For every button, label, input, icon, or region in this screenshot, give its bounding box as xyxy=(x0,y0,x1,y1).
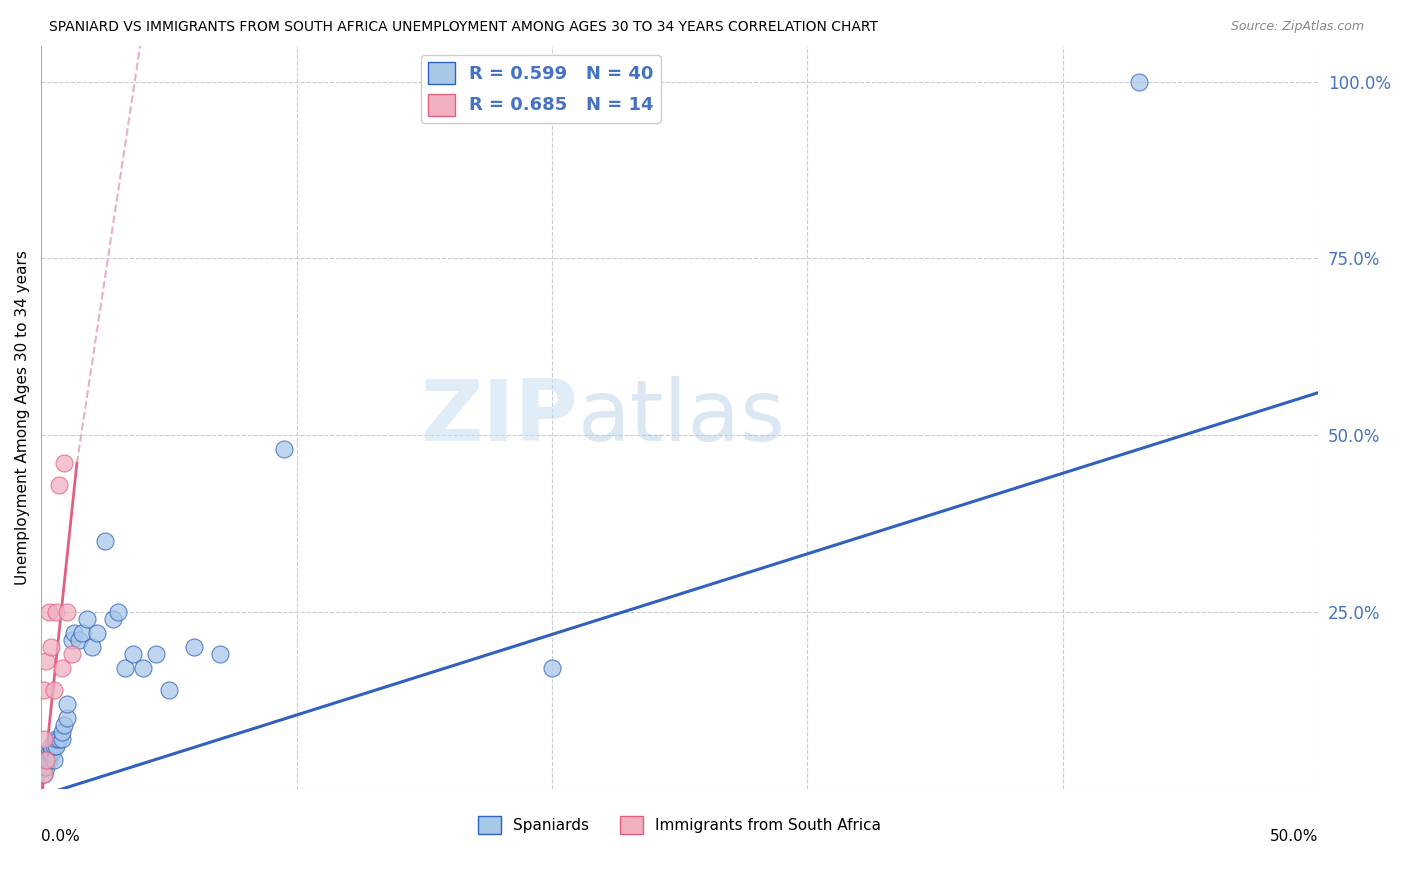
Text: Source: ZipAtlas.com: Source: ZipAtlas.com xyxy=(1230,20,1364,33)
Point xyxy=(70,626,93,640)
Point xyxy=(42,753,65,767)
Text: 0.0%: 0.0% xyxy=(41,830,80,845)
Point xyxy=(45,732,67,747)
Point xyxy=(35,746,58,760)
Point xyxy=(45,739,67,753)
Point xyxy=(35,753,58,767)
Point xyxy=(48,477,70,491)
Point xyxy=(60,633,83,648)
Point xyxy=(32,732,55,747)
Point xyxy=(101,612,124,626)
Text: SPANIARD VS IMMIGRANTS FROM SOUTH AFRICA UNEMPLOYMENT AMONG AGES 30 TO 34 YEARS : SPANIARD VS IMMIGRANTS FROM SOUTH AFRICA… xyxy=(49,20,879,34)
Point xyxy=(35,753,58,767)
Legend: Spaniards, Immigrants from South Africa: Spaniards, Immigrants from South Africa xyxy=(472,809,887,840)
Point xyxy=(32,753,55,767)
Point xyxy=(38,605,60,619)
Point xyxy=(51,732,73,747)
Point xyxy=(32,682,55,697)
Point xyxy=(51,725,73,739)
Point xyxy=(45,605,67,619)
Point xyxy=(32,767,55,781)
Point xyxy=(41,746,63,760)
Point xyxy=(114,661,136,675)
Point xyxy=(1128,74,1150,88)
Point xyxy=(41,739,63,753)
Point xyxy=(41,640,63,655)
Point xyxy=(183,640,205,655)
Point xyxy=(53,456,76,470)
Text: 50.0%: 50.0% xyxy=(1270,830,1319,845)
Point xyxy=(48,732,70,747)
Point xyxy=(132,661,155,675)
Point xyxy=(35,654,58,668)
Text: ZIP: ZIP xyxy=(420,376,578,458)
Point xyxy=(94,534,117,549)
Point xyxy=(42,682,65,697)
Point xyxy=(55,697,77,711)
Point xyxy=(32,767,55,781)
Point xyxy=(51,661,73,675)
Point xyxy=(55,605,77,619)
Point xyxy=(67,633,90,648)
Point xyxy=(208,647,231,661)
Point xyxy=(157,682,180,697)
Point xyxy=(38,746,60,760)
Y-axis label: Unemployment Among Ages 30 to 34 years: Unemployment Among Ages 30 to 34 years xyxy=(15,250,30,585)
Point xyxy=(107,605,129,619)
Point xyxy=(32,760,55,774)
Point xyxy=(86,626,108,640)
Point xyxy=(55,711,77,725)
Point xyxy=(63,626,86,640)
Point xyxy=(60,647,83,661)
Text: atlas: atlas xyxy=(578,376,786,458)
Point xyxy=(38,753,60,767)
Point xyxy=(42,739,65,753)
Point xyxy=(273,442,295,457)
Point xyxy=(53,718,76,732)
Point xyxy=(145,647,167,661)
Point xyxy=(76,612,98,626)
Point xyxy=(82,640,104,655)
Point xyxy=(35,760,58,774)
Point xyxy=(541,661,564,675)
Point xyxy=(122,647,145,661)
